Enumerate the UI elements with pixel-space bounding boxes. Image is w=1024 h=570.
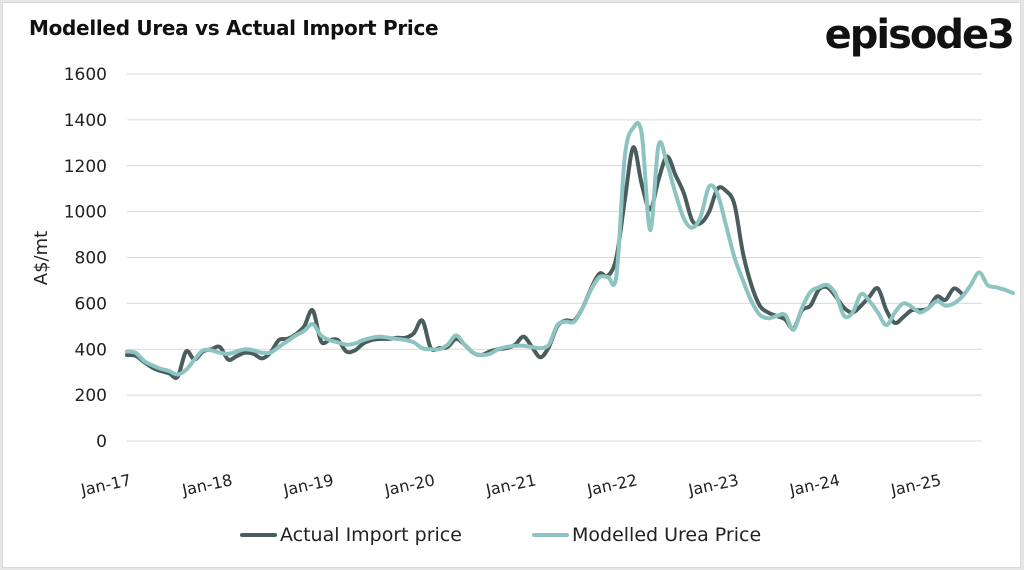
x-tick-label: Jan-24 <box>787 470 842 499</box>
legend-label-modelled: Modelled Urea Price <box>572 524 762 546</box>
series-line-actual-import-price <box>125 145 965 380</box>
y-tick-label: 1600 <box>64 65 107 85</box>
y-axis-label: A$/mt <box>31 231 52 285</box>
y-tick-label: 1400 <box>64 111 107 131</box>
x-tick-label: Jan-20 <box>382 470 437 499</box>
series-lines <box>125 120 1015 380</box>
y-tick-label: 1000 <box>64 203 107 223</box>
y-axis-ticks: 0 200 400 600 800 1000 1200 1400 1600 <box>64 65 107 452</box>
y-tick-label: 600 <box>75 294 107 314</box>
y-tick-label: 800 <box>75 249 107 269</box>
legend-item-modelled-urea-price[interactable]: Modelled Urea Price <box>532 524 761 546</box>
x-tick-label: Jan-23 <box>686 470 741 499</box>
x-axis-ticks: Jan-17 Jan-18 Jan-19 Jan-20 Jan-21 Jan-22 Jan-… <box>78 470 943 499</box>
x-tick-label: Jan-25 <box>888 470 943 499</box>
gridlines <box>127 73 982 442</box>
y-tick-label: 400 <box>75 340 107 360</box>
y-tick-label: 200 <box>75 386 107 406</box>
y-tick-label: 0 <box>96 432 107 452</box>
legend-swatch-modelled <box>532 533 569 537</box>
legend-item-actual-import-price[interactable]: Actual Import price <box>240 524 462 546</box>
legend: Actual Import price Modelled Urea Price <box>0 524 1024 550</box>
x-tick-label: Jan-18 <box>179 470 234 499</box>
x-tick-label: Jan-21 <box>483 470 538 499</box>
legend-label-actual: Actual Import price <box>280 524 462 546</box>
x-tick-label: Jan-22 <box>584 470 639 499</box>
legend-swatch-actual <box>240 533 277 537</box>
x-tick-label: Jan-17 <box>78 470 133 499</box>
y-tick-label: 1200 <box>64 157 107 177</box>
series-line-modelled-urea-price <box>125 120 1015 377</box>
x-tick-label: Jan-19 <box>281 470 336 499</box>
chart-title: Modelled Urea vs Actual Import Price <box>29 16 439 40</box>
brand-logo: episode3 <box>824 12 1015 58</box>
